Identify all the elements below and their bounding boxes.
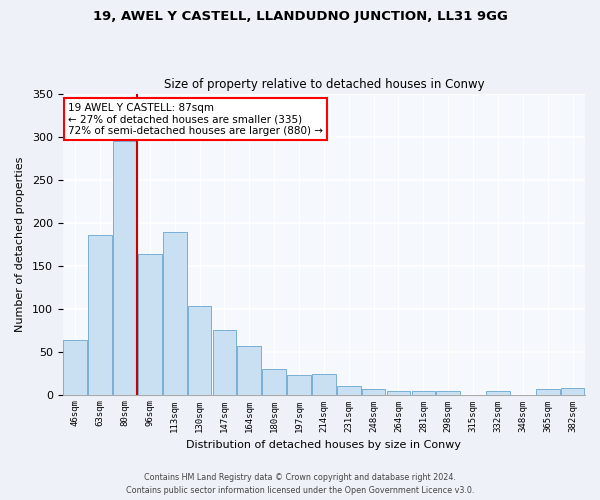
Bar <box>262 369 286 394</box>
Bar <box>163 232 187 394</box>
Bar <box>64 340 87 394</box>
Y-axis label: Number of detached properties: Number of detached properties <box>15 156 25 332</box>
Bar <box>88 236 112 394</box>
X-axis label: Distribution of detached houses by size in Conwy: Distribution of detached houses by size … <box>187 440 461 450</box>
Bar <box>212 330 236 394</box>
Bar <box>386 391 410 394</box>
Bar <box>113 141 137 395</box>
Bar <box>337 386 361 394</box>
Bar <box>188 306 211 394</box>
Bar <box>412 391 435 394</box>
Bar <box>561 388 584 394</box>
Text: 19 AWEL Y CASTELL: 87sqm
← 27% of detached houses are smaller (335)
72% of semi-: 19 AWEL Y CASTELL: 87sqm ← 27% of detach… <box>68 102 323 136</box>
Text: 19, AWEL Y CASTELL, LLANDUDNO JUNCTION, LL31 9GG: 19, AWEL Y CASTELL, LLANDUDNO JUNCTION, … <box>92 10 508 23</box>
Bar <box>486 391 510 394</box>
Bar <box>238 346 261 395</box>
Bar <box>312 374 336 394</box>
Text: Contains HM Land Registry data © Crown copyright and database right 2024.
Contai: Contains HM Land Registry data © Crown c… <box>126 474 474 495</box>
Bar <box>362 388 385 394</box>
Title: Size of property relative to detached houses in Conwy: Size of property relative to detached ho… <box>164 78 484 91</box>
Bar <box>436 391 460 394</box>
Bar <box>287 375 311 394</box>
Bar <box>536 388 560 394</box>
Bar <box>138 254 161 394</box>
